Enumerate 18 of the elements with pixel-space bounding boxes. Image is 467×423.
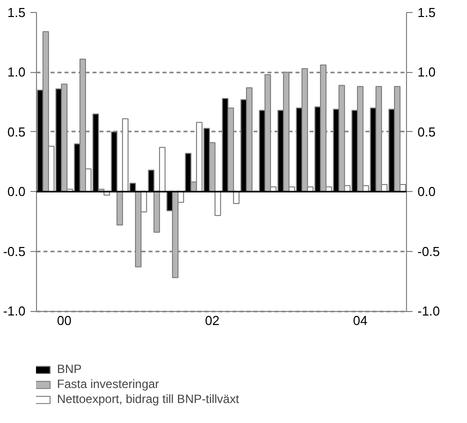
y2-tick-label: 0.0 xyxy=(418,184,436,200)
legend-label: Fasta investeringar xyxy=(57,377,160,391)
y-tick-label: -1.0 xyxy=(3,304,26,319)
y2-tick-label: 1.5 xyxy=(418,5,436,20)
x-tick-label: 04 xyxy=(353,313,368,328)
y2-tick-label: -0.5 xyxy=(418,244,440,259)
y2-tick-label: -1.0 xyxy=(418,304,440,319)
legend-label: Nettoexport, bidrag till BNP-tillväxt xyxy=(57,392,240,406)
y-tick-label: 1.0 xyxy=(7,64,26,80)
legend-label: BNP xyxy=(57,362,82,376)
y2-tick-label: 1.0 xyxy=(418,64,436,80)
x-tick-label: 00 xyxy=(57,313,72,328)
y-tick-label: 1.5 xyxy=(7,5,26,20)
y-tick-label: 0.0 xyxy=(7,184,26,200)
y2-tick-label: 0.5 xyxy=(418,124,436,140)
y-tick-label: -0.5 xyxy=(3,244,26,259)
x-tick-label: 02 xyxy=(205,313,220,328)
y-tick-label: 0.5 xyxy=(7,124,26,140)
